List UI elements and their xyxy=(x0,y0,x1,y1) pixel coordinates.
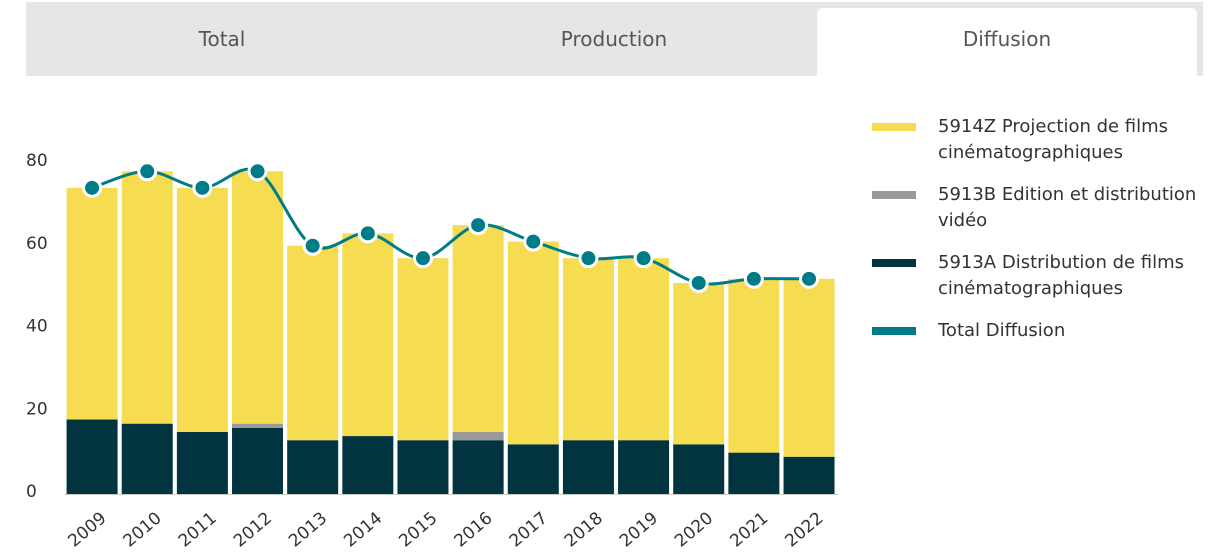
line-point xyxy=(137,161,158,182)
bar-segment xyxy=(562,258,614,441)
legend-label: 5914Z Projection de films cinématographi… xyxy=(938,116,1169,163)
legend-item: 5914Z Projection de films cinématographi… xyxy=(872,114,1212,166)
x-tick-label: 2019 xyxy=(616,508,662,551)
bar-segment xyxy=(287,245,339,441)
y-tick-label: 0 xyxy=(26,482,37,502)
legend-swatch xyxy=(872,191,916,199)
tab[interactable]: Diffusion xyxy=(817,8,1197,78)
bar-segment xyxy=(232,427,284,494)
bar-segment xyxy=(452,431,504,441)
bar-segment xyxy=(342,233,394,437)
x-tick-label: 2022 xyxy=(781,508,827,551)
x-tick-label: 2010 xyxy=(120,508,166,551)
x-tick-label: 2013 xyxy=(285,508,331,551)
bar-segment xyxy=(728,452,780,494)
legend-item: Total Diffusion xyxy=(872,318,1212,344)
bar-segment xyxy=(121,171,173,424)
bar-segment xyxy=(507,241,559,445)
legend-label: Total Diffusion xyxy=(938,320,1066,341)
y-tick-label: 80 xyxy=(26,151,48,171)
x-tick-label: 2015 xyxy=(395,508,441,551)
line-point xyxy=(799,268,820,289)
line-point xyxy=(302,235,323,256)
legend-item: 5913A Distribution de films cinématograp… xyxy=(872,250,1212,302)
line-point xyxy=(82,177,103,198)
bar-segment xyxy=(232,171,284,424)
bar-segment xyxy=(176,187,228,432)
x-tick-label: 2009 xyxy=(65,508,111,551)
bar-segment xyxy=(673,444,725,494)
bar-segment xyxy=(287,440,339,494)
legend-swatch xyxy=(872,259,916,267)
x-tick-label: 2014 xyxy=(340,508,386,551)
line-point xyxy=(357,223,378,244)
line xyxy=(91,167,810,286)
line-point xyxy=(468,215,489,236)
y-tick-label: 60 xyxy=(26,234,48,254)
bar-segment xyxy=(66,187,118,420)
x-tick-label: 2017 xyxy=(506,508,552,551)
bar-segment xyxy=(507,444,559,494)
y-tick-label: 20 xyxy=(26,399,48,419)
bar-segment xyxy=(232,423,284,428)
x-tick-label: 2012 xyxy=(230,508,276,551)
x-tick-label: 2016 xyxy=(451,508,497,551)
bar-segment xyxy=(66,419,118,494)
bar-segment xyxy=(783,278,835,457)
bar-segment xyxy=(562,440,614,494)
bar-segment xyxy=(783,456,835,494)
legend-label: 5913B Edition et distribution vidéo xyxy=(938,184,1197,231)
legend-item: 5913B Edition et distribution vidéo xyxy=(872,182,1212,234)
bar-segment xyxy=(397,440,449,494)
bar-segment xyxy=(673,282,725,445)
x-tick-label: 2018 xyxy=(561,508,607,551)
bar-segment xyxy=(618,440,670,494)
tab-bar: Total Production Diffusion xyxy=(26,2,1203,78)
bar-segment xyxy=(121,423,173,494)
legend: 5914Z Projection de films cinématographi… xyxy=(872,114,1212,360)
line-point xyxy=(633,248,654,269)
line-point xyxy=(688,272,709,293)
legend-label: 5913A Distribution de films cinématograp… xyxy=(938,252,1185,299)
line-point xyxy=(578,248,599,269)
bar-segment xyxy=(397,258,449,441)
line-point xyxy=(523,231,544,252)
line-point xyxy=(247,161,268,182)
line-point xyxy=(743,268,764,289)
x-tick-label: 2011 xyxy=(175,508,221,551)
bar-segment xyxy=(728,278,780,453)
bar-segment xyxy=(176,431,228,494)
bar-segment xyxy=(452,440,504,494)
line-point xyxy=(412,248,433,269)
bar-segment xyxy=(452,225,504,432)
line-point xyxy=(192,177,213,198)
bar-segment xyxy=(618,258,670,441)
x-tick-label: 2021 xyxy=(726,508,772,551)
legend-swatch xyxy=(872,327,916,335)
legend-swatch xyxy=(872,123,916,131)
tab[interactable]: Total xyxy=(198,27,246,51)
y-tick-label: 40 xyxy=(26,317,48,337)
tab[interactable]: Production xyxy=(560,27,668,51)
x-tick-label: 2020 xyxy=(671,508,717,551)
bar-segment xyxy=(342,436,394,494)
